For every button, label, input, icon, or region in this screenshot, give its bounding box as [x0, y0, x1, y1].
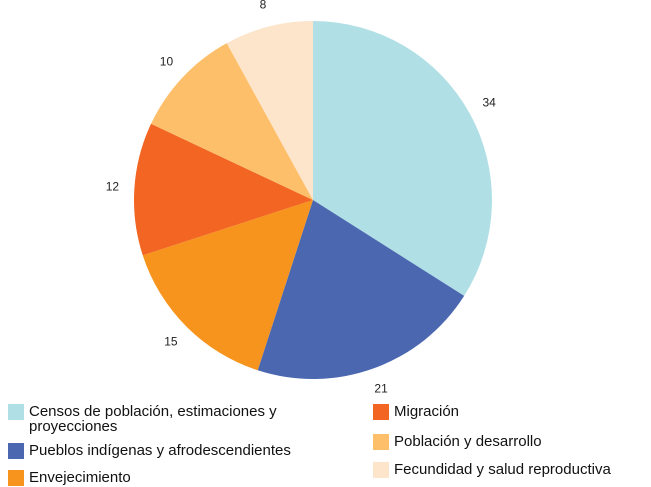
legend-swatch: [373, 404, 389, 420]
legend-swatch: [373, 434, 389, 450]
data-label: 21: [374, 381, 388, 395]
legend-item: Población y desarrollo: [373, 434, 542, 450]
data-label: 15: [164, 334, 178, 348]
legend-label: Población y desarrollo: [394, 433, 542, 450]
data-label: 12: [106, 180, 120, 194]
data-label: 8: [260, 0, 267, 11]
legend-label: Pueblos indígenas y afrodescendientes: [29, 442, 291, 459]
legend-swatch: [373, 462, 389, 478]
legend-label: Censos de población, estimaciones y proy…: [29, 403, 277, 435]
legend-swatch: [8, 443, 24, 459]
pie-slice: [226, 21, 313, 200]
legend-label: Fecundidad y salud reproductiva: [394, 461, 611, 478]
pie-slice: [257, 200, 465, 379]
pie-slice: [151, 43, 313, 200]
chart: 34 21 15 12 10 8: [106, 0, 496, 395]
pie-slice: [313, 21, 492, 296]
legend-item: Fecundidad y salud reproductiva: [373, 462, 611, 478]
legend-swatch: [8, 470, 24, 486]
legend-swatch: [8, 404, 24, 420]
legend-label: Migración: [394, 403, 460, 420]
data-label: 34: [482, 95, 496, 109]
pie-slice: [142, 200, 313, 371]
legend-item: Censos de población, estimaciones y proy…: [8, 404, 319, 434]
legend-item: Pueblos indígenas y afrodescendientes: [8, 443, 291, 459]
pie-slice: [134, 123, 313, 256]
legend-item: Migración: [373, 404, 459, 420]
data-label: 10: [160, 55, 174, 69]
legend-label: Envejecimiento: [29, 469, 131, 486]
legend-item: Envejecimiento: [8, 470, 131, 486]
